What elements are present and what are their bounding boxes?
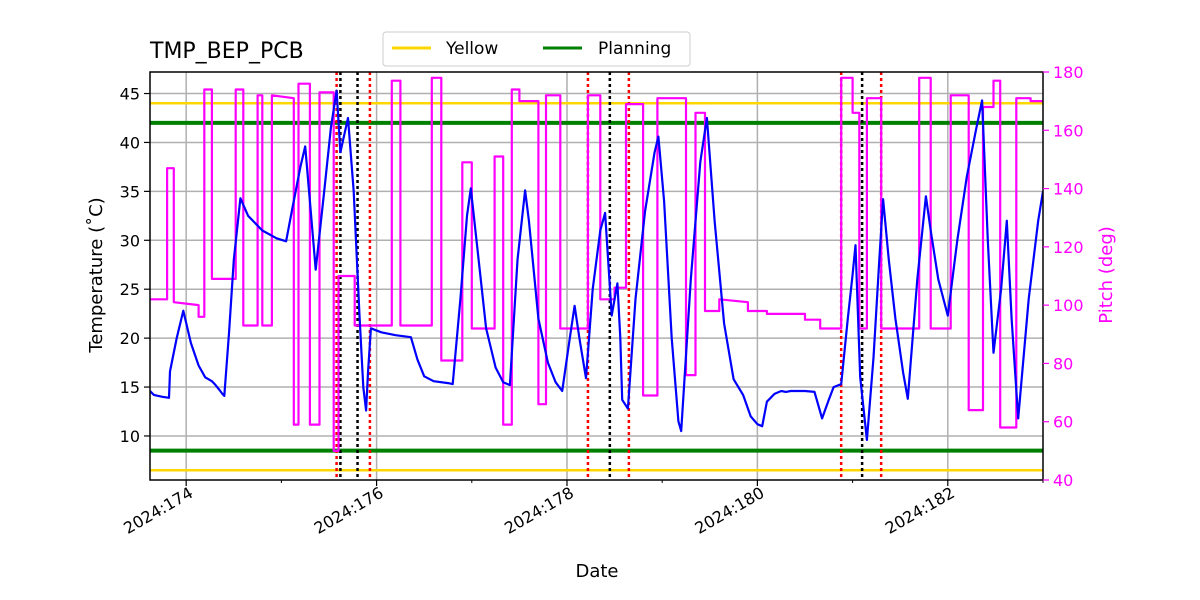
legend: Yellow Planning: [382, 31, 691, 67]
x-axis-label: Date: [575, 561, 618, 582]
temperature-series-line: [150, 89, 1043, 441]
y-axis-ticks: 10 15 20 25 30 35 40 45: [120, 85, 150, 446]
y-tick-label: 25: [120, 280, 140, 299]
y-tick-label: 20: [120, 329, 140, 348]
y-tick-label: 30: [120, 231, 140, 250]
x-tick-label: 2024:176: [311, 483, 387, 538]
y-tick-label: 40: [120, 133, 140, 152]
x-tick-label: 2024:178: [501, 483, 577, 538]
y2-tick-label: 40: [1053, 471, 1073, 490]
y2-tick-label: 160: [1053, 121, 1084, 140]
x-axis-ticks: 2024:174 2024:176 2024:178 2024:180 2024:182: [120, 480, 1044, 538]
chart-title: TMP_BEP_PCB: [149, 39, 304, 64]
y2-tick-label: 120: [1053, 238, 1084, 257]
axes-frame: [149, 71, 1044, 481]
y2-tick-label: 140: [1053, 180, 1084, 199]
y2-tick-label: 100: [1053, 296, 1084, 315]
y2-tick-label: 80: [1053, 354, 1073, 373]
legend-box: [382, 31, 691, 67]
y2-tick-label: 180: [1053, 63, 1084, 82]
y2-tick-label: 60: [1053, 413, 1073, 432]
x-tick-label: 2024:182: [882, 483, 958, 538]
y2-axis-ticks: 40 60 80 100 120 140 160 180: [1043, 63, 1084, 490]
y-tick-label: 35: [120, 182, 140, 201]
y-tick-label: 10: [120, 427, 140, 446]
limit-lines: [150, 102, 1043, 472]
legend-label-planning: Planning: [598, 39, 671, 59]
y-tick-label: 15: [120, 378, 140, 397]
x-tick-label: 2024:180: [692, 483, 768, 538]
plot-frame: [149, 71, 1044, 481]
x-tick-label: 2024:174: [120, 483, 196, 538]
legend-label-yellow: Yellow: [445, 39, 498, 59]
grid: [150, 72, 1043, 480]
series-lines: [150, 76, 1043, 452]
y-axis-label: Temperature (˚C): [86, 197, 107, 353]
y2-axis-label: Pitch (deg): [1096, 226, 1117, 324]
y-tick-label: 45: [120, 85, 140, 104]
